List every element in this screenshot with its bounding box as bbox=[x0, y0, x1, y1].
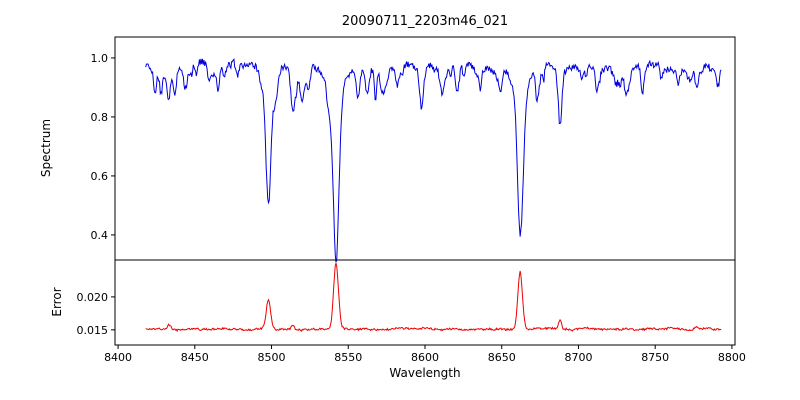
x-tick-label: 8800 bbox=[718, 351, 746, 364]
x-tick-label: 8550 bbox=[334, 351, 362, 364]
chart-title: 20090711_2203m46_021 bbox=[341, 14, 509, 29]
error-line bbox=[145, 263, 722, 333]
spectrum-y-axis-label: Spectrum bbox=[39, 118, 53, 178]
error-y-axis-label: Error bbox=[50, 287, 64, 317]
spectrum-panel-frame bbox=[114, 36, 736, 261]
x-tick-label: 8650 bbox=[488, 351, 516, 364]
spectrum-line bbox=[145, 58, 722, 263]
y-tick-label: 0.4 bbox=[91, 229, 109, 242]
y-tick-label: 0.015 bbox=[77, 324, 109, 337]
y-tick-label: 0.8 bbox=[91, 111, 109, 124]
y-tick-label: 1.0 bbox=[91, 52, 109, 65]
y-tick-label: 0.6 bbox=[91, 170, 109, 183]
x-tick-label: 8450 bbox=[181, 351, 209, 364]
x-tick-label: 8700 bbox=[564, 351, 592, 364]
error-panel-frame bbox=[114, 259, 736, 346]
x-tick-label: 8500 bbox=[258, 351, 286, 364]
x-axis-label: Wavelength bbox=[389, 366, 461, 380]
y-tick-label: 0.020 bbox=[77, 291, 109, 304]
x-tick-label: 8750 bbox=[641, 351, 669, 364]
x-tick-label: 8600 bbox=[411, 351, 439, 364]
x-tick-label: 8400 bbox=[104, 351, 132, 364]
